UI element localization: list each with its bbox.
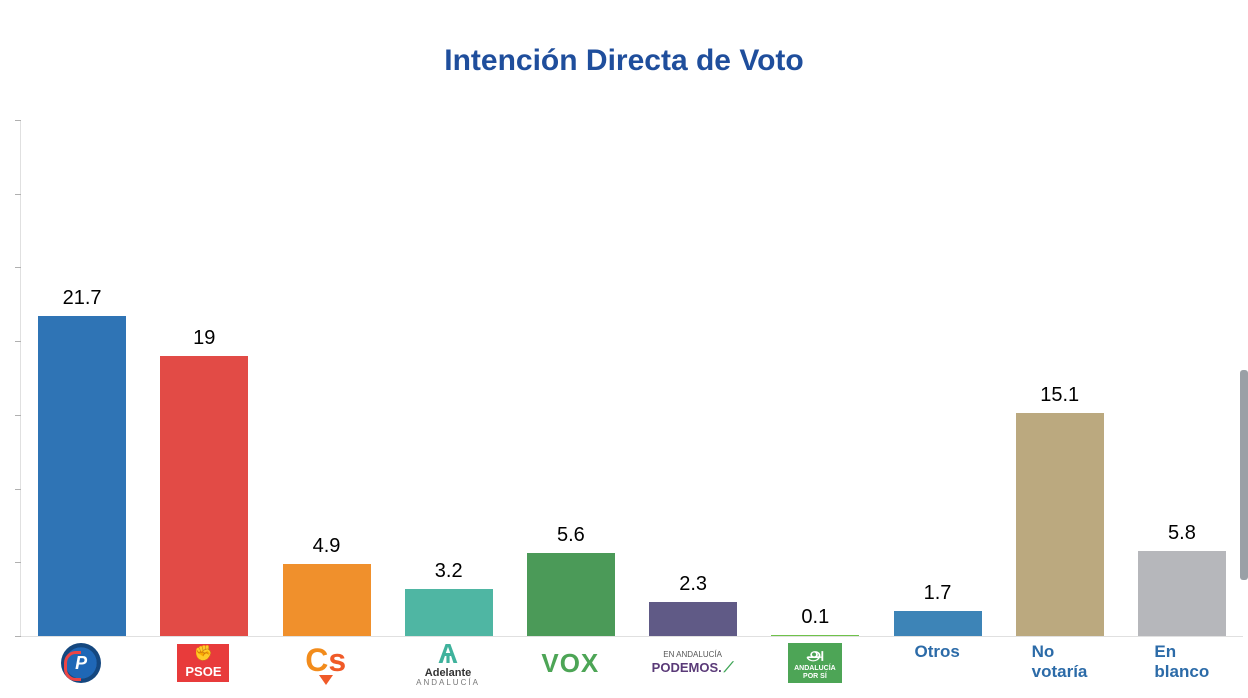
label-slot-adelante: ѦAdelanteANDALUCÍA bbox=[387, 636, 509, 698]
label-slot-vox: VOX bbox=[509, 636, 631, 698]
y-tick bbox=[15, 120, 21, 121]
chart-title: Intención Directa de Voto bbox=[0, 44, 1248, 78]
label-slot-cs: Cs bbox=[265, 636, 387, 698]
bar-psoe bbox=[160, 356, 248, 636]
pp-logo-icon: P bbox=[51, 642, 111, 684]
bar-value-adelante: 3.2 bbox=[435, 560, 463, 583]
bar-slot-cs: 4.9 bbox=[265, 120, 387, 636]
labels-row: P PSOE Cs ѦAdelanteANDALUCÍA VOX EN ANDALUCÍA… bbox=[20, 636, 1243, 698]
label-slot-pp: P bbox=[20, 636, 142, 698]
y-tick bbox=[15, 415, 21, 416]
bar-value-psoe: 19 bbox=[193, 327, 215, 350]
bar-vox bbox=[527, 553, 615, 636]
podemos-logo-icon: EN ANDALUCÍAPODEMOS.⟋ bbox=[648, 642, 738, 684]
bar-slot-podemos: 2.3 bbox=[632, 120, 754, 636]
y-tick bbox=[15, 562, 21, 563]
bar-podemos bbox=[649, 602, 737, 636]
bar-cs bbox=[283, 564, 371, 636]
bar-value-podemos: 2.3 bbox=[679, 573, 707, 596]
bar-slot-otros: 1.7 bbox=[876, 120, 998, 636]
y-tick bbox=[15, 194, 21, 195]
label-slot-enblanco: Enblanco bbox=[1121, 636, 1243, 698]
label-slot-apsi: ௮ANDALUCÍAPOR SÍ bbox=[754, 636, 876, 698]
bar-enblanco bbox=[1138, 551, 1226, 637]
scrollbar-decoration bbox=[1240, 370, 1248, 580]
bar-value-cs: 4.9 bbox=[313, 535, 341, 558]
bar-value-vox: 5.6 bbox=[557, 524, 585, 547]
bar-slot-pp: 21.7 bbox=[21, 120, 143, 636]
bar-pp bbox=[38, 316, 126, 636]
vox-logo-icon: VOX bbox=[540, 642, 600, 684]
category-label-otros: Otros bbox=[915, 642, 960, 662]
bar-slot-novotaria: 15.1 bbox=[999, 120, 1121, 636]
bar-slot-apsi: 0.1 bbox=[754, 120, 876, 636]
cs-logo-icon: Cs bbox=[296, 642, 356, 684]
bar-slot-adelante: 3.2 bbox=[388, 120, 510, 636]
bar-value-apsi: 0.1 bbox=[801, 606, 829, 629]
category-label-novotaria: Novotaría bbox=[1032, 642, 1088, 681]
bars-container: 21.7 19 4.9 3.2 5.6 2.3 0.1 1.7 15.1 5.8 bbox=[21, 120, 1243, 636]
bar-value-pp: 21.7 bbox=[63, 287, 102, 310]
apsi-logo-icon: ௮ANDALUCÍAPOR SÍ bbox=[785, 642, 845, 684]
bar-value-enblanco: 5.8 bbox=[1168, 522, 1196, 545]
label-slot-podemos: EN ANDALUCÍAPODEMOS.⟋ bbox=[631, 636, 753, 698]
bar-value-otros: 1.7 bbox=[924, 582, 952, 605]
bar-otros bbox=[894, 611, 982, 636]
y-tick bbox=[15, 489, 21, 490]
bar-slot-enblanco: 5.8 bbox=[1121, 120, 1243, 636]
bar-slot-vox: 5.6 bbox=[510, 120, 632, 636]
label-slot-novotaria: Novotaría bbox=[998, 636, 1120, 698]
bar-adelante bbox=[405, 589, 493, 636]
bar-value-novotaria: 15.1 bbox=[1040, 384, 1079, 407]
bar-slot-psoe: 19 bbox=[143, 120, 265, 636]
label-slot-otros: Otros bbox=[876, 636, 998, 698]
label-slot-psoe: PSOE bbox=[142, 636, 264, 698]
adelante-logo-icon: ѦAdelanteANDALUCÍA bbox=[408, 642, 488, 684]
psoe-logo-icon: PSOE bbox=[173, 642, 233, 684]
y-tick bbox=[15, 341, 21, 342]
chart-plot-area: 21.7 19 4.9 3.2 5.6 2.3 0.1 1.7 15.1 5.8 bbox=[20, 120, 1243, 636]
bar-novotaria bbox=[1016, 413, 1104, 636]
category-label-enblanco: Enblanco bbox=[1154, 642, 1209, 681]
y-tick bbox=[15, 267, 21, 268]
